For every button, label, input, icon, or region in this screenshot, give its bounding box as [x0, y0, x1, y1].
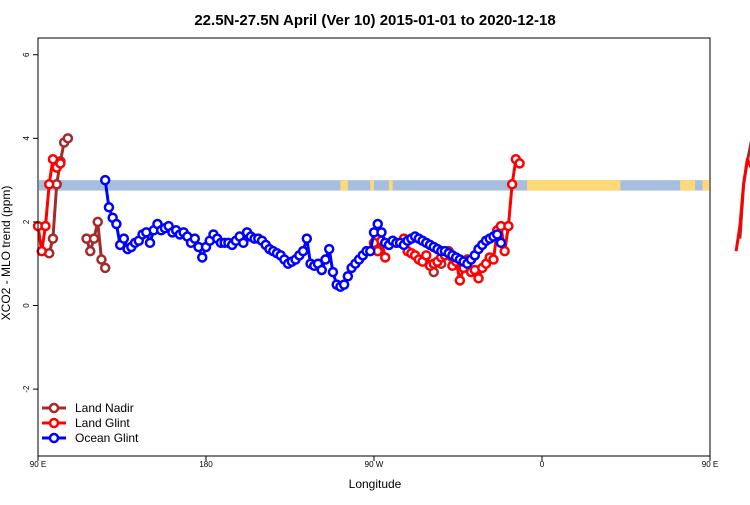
- map-band-land: [340, 180, 348, 191]
- data-point: [379, 252, 391, 263]
- map-band-land: [527, 180, 621, 191]
- legend-item: Ocean Glint: [42, 431, 139, 445]
- x-axis-label: Longitude: [349, 477, 402, 491]
- data-point: [88, 233, 100, 244]
- series-land-glint: [32, 153, 750, 286]
- data-point: [238, 237, 249, 249]
- data-point: [96, 254, 107, 265]
- map-band: [39, 180, 709, 191]
- data-point: [491, 229, 503, 240]
- data-point: [365, 245, 376, 257]
- x-tick-label: 90 W: [365, 460, 384, 469]
- legend-swatch-marker: [48, 417, 60, 429]
- data-point: [473, 273, 484, 284]
- data-point: [99, 174, 111, 186]
- y-axis-label: XCO2 - MLO trend (ppm): [0, 186, 13, 321]
- data-point: [144, 237, 156, 249]
- data-point: [514, 158, 525, 169]
- data-point: [47, 233, 59, 244]
- y-tick-label: 6: [22, 52, 31, 57]
- data-point: [327, 266, 339, 278]
- y-tick-label: 2: [22, 219, 31, 224]
- y-axis: -2 0 2 4 6: [22, 52, 38, 393]
- data-point: [92, 216, 103, 228]
- y-tick-label: 4: [22, 136, 31, 141]
- data-point: [62, 133, 74, 144]
- map-band-land: [680, 180, 696, 191]
- series-ocean-glint: [99, 174, 507, 292]
- data-point: [342, 271, 354, 282]
- data-point: [197, 252, 208, 263]
- data-point: [488, 254, 499, 265]
- data-point: [320, 254, 331, 265]
- x-axis: 90 E 180 90 W 0 90 E: [30, 456, 718, 469]
- data-point: [43, 179, 55, 190]
- map-band-land: [702, 180, 709, 191]
- data-point: [47, 153, 59, 165]
- data-point: [503, 220, 514, 232]
- data-point: [111, 218, 122, 230]
- y-tick-label: 0: [22, 303, 31, 308]
- legend-item: Land Glint: [42, 416, 130, 430]
- data-point: [118, 233, 130, 244]
- data-point: [297, 245, 309, 257]
- data-point: [85, 245, 96, 257]
- data-point: [189, 233, 201, 244]
- data-point: [40, 220, 51, 232]
- x-tick-label: 0: [540, 460, 545, 469]
- x-tick-label: 180: [199, 460, 213, 469]
- x-tick-label: 90 E: [30, 460, 46, 469]
- data-point: [421, 250, 432, 261]
- legend-item: Land Nadir: [42, 401, 134, 415]
- data-point: [316, 264, 327, 276]
- data-point: [338, 279, 350, 290]
- data-point: [103, 202, 115, 213]
- legend-label: Land Glint: [75, 416, 130, 430]
- series-line: [734, 157, 750, 252]
- data-point: [301, 233, 313, 244]
- data-point: [36, 245, 47, 257]
- data-point: [506, 179, 518, 190]
- data-point: [323, 243, 335, 255]
- map-band-land: [388, 180, 393, 191]
- data-point: [376, 227, 387, 238]
- legend-swatch-marker: [48, 432, 60, 444]
- data-point: [454, 275, 466, 286]
- x-tick-label: 90 E: [702, 460, 718, 469]
- data-point: [99, 262, 111, 274]
- data-point: [55, 158, 66, 169]
- legend-swatch-marker: [48, 402, 60, 414]
- series-layer: [32, 133, 750, 292]
- legend-label: Land Nadir: [75, 401, 134, 415]
- data-point: [499, 245, 510, 257]
- map-band-land: [370, 180, 374, 191]
- data-point: [372, 218, 383, 230]
- data-point: [495, 237, 507, 249]
- y-tick-label: -2: [22, 385, 31, 393]
- chart-title: 22.5N-27.5N April (Ver 10) 2015-01-01 to…: [194, 12, 555, 29]
- legend-label: Ocean Glint: [75, 431, 139, 445]
